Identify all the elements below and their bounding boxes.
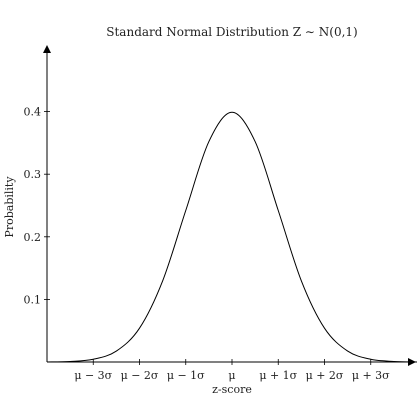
x-tick-label: μ <box>228 369 235 382</box>
x-ticks: μ − 3σ μ − 2σ μ − 1σ μ μ + 1σ μ + 2σ μ + 3σ <box>74 359 390 382</box>
y-tick-label: 0.3 <box>24 168 42 181</box>
y-tick-label: 0.4 <box>24 106 42 119</box>
x-tick-label: μ − 2σ <box>121 369 159 382</box>
y-ticks: 0.1 0.2 0.3 0.4 <box>24 106 50 306</box>
x-tick-label: μ − 3σ <box>74 369 112 382</box>
y-tick-label: 0.2 <box>24 231 42 244</box>
x-axis-label: z-score <box>212 383 252 396</box>
y-tick-label: 0.1 <box>24 293 42 306</box>
x-tick-label: μ + 3σ <box>352 369 390 382</box>
series-line <box>46 111 418 363</box>
y-axis-label: Probability <box>3 176 16 238</box>
x-tick-label: μ + 1σ <box>259 369 297 382</box>
chart-title: Standard Normal Distribution Z ∼ N(0,1) <box>106 25 357 39</box>
x-tick-label: μ − 1σ <box>167 369 205 382</box>
x-tick-label: μ + 2σ <box>306 369 344 382</box>
